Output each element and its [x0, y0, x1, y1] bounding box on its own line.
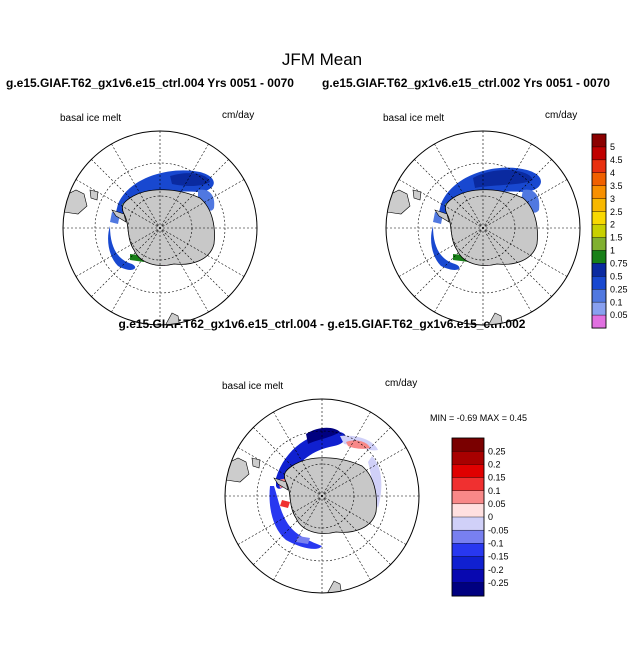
colorbar-diff-tick-label: 0.05	[488, 499, 506, 509]
colorbar-top: 5 4.5 4 3.5 3 2.5 2 1.5 1 0.75 0.5 0.25 0.1 0.05	[591, 133, 628, 329]
colorbar-top-tick-label: 5	[610, 142, 615, 152]
colorbar-top-tick-label: 2	[610, 220, 615, 230]
difference-title: g.e15.GIAF.T62_gx1v6.e15_ctrl.004 - g.e1…	[118, 317, 526, 331]
colorbar-diff-swatch	[451, 437, 485, 452]
graticule	[63, 131, 257, 325]
colorbar-top-swatch	[591, 250, 607, 264]
polar-map-panel-1	[62, 130, 258, 326]
colorbar-diff-swatch	[451, 490, 485, 505]
colorbar-top-swatch	[591, 301, 607, 316]
colorbar-top-tick-label: 3.5	[610, 181, 623, 191]
panel-2-title: g.e15.GIAF.T62_gx1v6.e15_ctrl.002 Yrs 00…	[322, 76, 610, 90]
colorbar-top-tick-label: 0.05	[610, 310, 628, 320]
colorbar-diff-tick-label: 0.15	[488, 473, 506, 483]
colorbar-top-swatch	[591, 237, 607, 251]
colorbar-diff-swatch	[451, 516, 485, 531]
colorbar-top-swatch	[591, 263, 607, 277]
colorbar-top-swatch	[591, 133, 607, 148]
colorbar-top-frame	[591, 133, 607, 329]
colorbar-diff-swatch	[451, 582, 485, 597]
antarctica-landmass	[284, 457, 377, 534]
antarctica-landmass	[445, 189, 538, 266]
colorbar-diff-tick-label: -0.1	[488, 538, 504, 548]
colorbar-top-tick-label: 0.5	[610, 271, 623, 281]
colorbar-diff-tick-label: -0.05	[488, 525, 509, 535]
colorbar-top-tick-label: 0.25	[610, 284, 628, 294]
difference-minmax-label: MIN = -0.69 MAX = 0.45	[430, 413, 528, 423]
colorbar-difference: 0.25 0.2 0.15 0.1 0.05 0 -0.05 -0.1 -0.15 -0.2 -0.…	[451, 437, 509, 597]
page-title: JFM Mean	[281, 50, 363, 69]
colorbar-top-swatch	[591, 314, 607, 329]
colorbar-diff-swatch	[451, 464, 485, 479]
colorbar-top-tick-label: 0.1	[610, 297, 623, 307]
colorbar-diff-tick-label: 0.25	[488, 446, 506, 456]
colorbar-diff-tick-label: -0.15	[488, 552, 509, 562]
panel-1-title: g.e15.GIAF.T62_gx1v6.e15_ctrl.004 Yrs 00…	[6, 76, 294, 90]
colorbar-diff-swatch	[451, 529, 485, 544]
panel-1-units-label: cm/day	[222, 110, 255, 121]
panel-2-variable-label: basal ice melt	[383, 113, 445, 124]
graticule	[225, 399, 419, 593]
panel-1-variable-label: basal ice melt	[60, 113, 122, 124]
colorbar-diff-tick-label: 0	[488, 512, 493, 522]
colorbar-top-tick-label: 0.75	[610, 258, 628, 268]
polar-map-panel-2	[385, 130, 581, 326]
difference-units-label: cm/day	[385, 378, 418, 389]
colorbar-top-swatch	[591, 172, 607, 187]
colorbar-top-tick-label: 1.5	[610, 233, 623, 243]
colorbar-top-tick-label: 1	[610, 246, 615, 256]
colorbar-diff-frame	[451, 437, 485, 597]
colorbar-diff-swatch	[451, 477, 485, 492]
difference-variable-label: basal ice melt	[222, 381, 284, 392]
colorbar-top-swatch	[591, 276, 607, 290]
colorbar-top-swatch	[591, 185, 607, 200]
colorbar-diff-swatch	[451, 556, 485, 571]
colorbar-top-tick-label: 3	[610, 194, 615, 204]
colorbar-top-swatch	[591, 146, 607, 161]
panel-2-units-label: cm/day	[545, 110, 578, 121]
antarctica-landmass	[122, 189, 215, 266]
polar-map-difference	[224, 398, 420, 594]
colorbar-diff-tick-label: -0.2	[488, 565, 504, 575]
colorbar-diff-swatch	[451, 543, 485, 558]
colorbar-diff-swatch	[451, 569, 485, 584]
colorbar-diff-swatch	[451, 450, 485, 465]
colorbar-top-swatch	[591, 288, 607, 303]
colorbar-diff-swatch	[451, 503, 485, 518]
colorbar-top-swatch	[591, 224, 607, 238]
colorbar-top-tick-label: 4	[610, 168, 615, 178]
difference-field	[269, 427, 382, 549]
colorbar-top-tick-label: 4.5	[610, 155, 623, 165]
colorbar-top-swatch	[591, 159, 607, 174]
colorbar-top-tick-label: 2.5	[610, 207, 623, 217]
colorbar-diff-tick-label: -0.25	[488, 578, 509, 588]
graticule	[386, 131, 580, 325]
colorbar-diff-tick-label: 0.1	[488, 486, 501, 496]
colorbar-diff-tick-label: 0.2	[488, 459, 501, 469]
colorbar-top-swatch	[591, 211, 607, 226]
colorbar-top-swatch	[591, 198, 607, 213]
